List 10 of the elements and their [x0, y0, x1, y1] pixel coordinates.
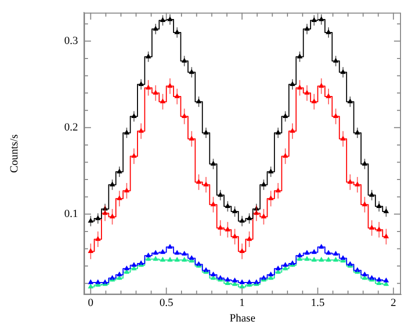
x-tick-label: 0.5	[159, 297, 174, 310]
x-tick-label: 1	[239, 297, 245, 310]
x-axis-title: Phase	[230, 312, 256, 324]
y-tick-label: 0.2	[64, 122, 78, 134]
y-axis-title: Counts/s	[8, 134, 20, 173]
x-tick-label: 1.5	[310, 297, 326, 310]
x-tick-label: 0	[88, 297, 94, 310]
x-tick-label: 2	[390, 297, 396, 310]
y-tick-label: 0.3	[64, 35, 78, 48]
y-tick-label: 0.1	[64, 208, 78, 220]
